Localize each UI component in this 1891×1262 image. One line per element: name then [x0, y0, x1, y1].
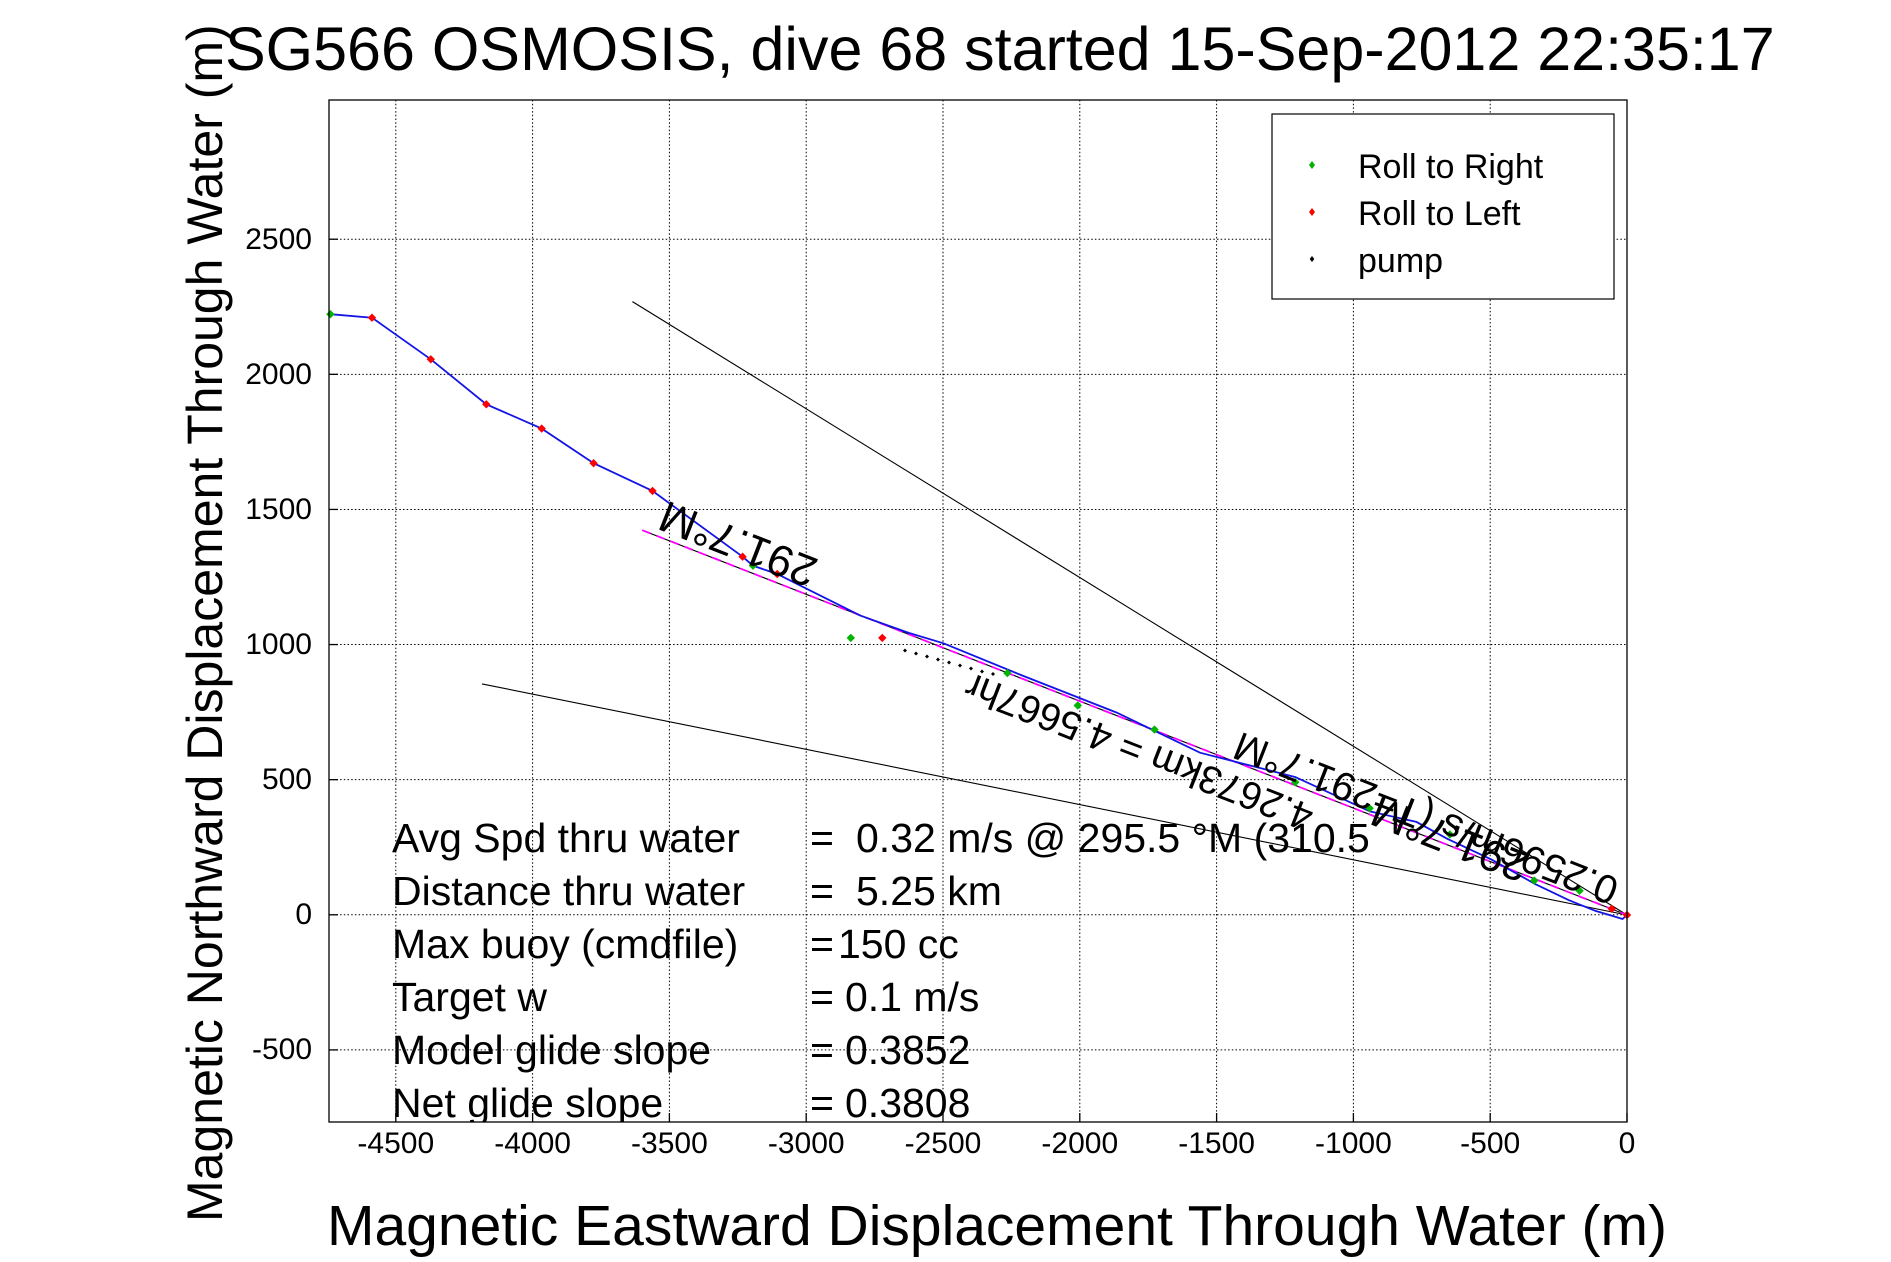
- svg-text:-500: -500: [1460, 1127, 1520, 1160]
- svg-text:Roll to Left: Roll to Left: [1358, 195, 1521, 233]
- svg-text:0.3808: 0.3808: [845, 1080, 970, 1126]
- svg-text:150 cc: 150 cc: [838, 921, 959, 967]
- svg-text:Distance thru water: Distance thru water: [392, 868, 745, 914]
- svg-text:2000: 2000: [245, 358, 312, 391]
- svg-text:SG566 OSMOSIS, dive 68 started: SG566 OSMOSIS, dive 68 started 15-Sep-20…: [225, 15, 1775, 83]
- svg-text:-2500: -2500: [905, 1127, 982, 1160]
- svg-text:=: =: [810, 1080, 834, 1126]
- svg-text:Magnetic Northward Displacemen: Magnetic Northward Displacement Through …: [177, 24, 233, 1222]
- svg-text:-3000: -3000: [768, 1127, 845, 1160]
- svg-text:Avg Spd thru water: Avg Spd thru water: [392, 815, 740, 861]
- svg-text:Magnetic Eastward Displacement: Magnetic Eastward Displacement Through W…: [327, 1194, 1667, 1258]
- svg-text:0: 0: [295, 898, 312, 931]
- svg-text:-1000: -1000: [1315, 1127, 1392, 1160]
- svg-text:5.25 km: 5.25 km: [856, 868, 1002, 914]
- svg-text:-500: -500: [252, 1033, 312, 1066]
- svg-text:0: 0: [1619, 1127, 1636, 1160]
- svg-text:-4000: -4000: [494, 1127, 571, 1160]
- svg-text:-2000: -2000: [1041, 1127, 1118, 1160]
- svg-text:Target w: Target w: [392, 974, 547, 1020]
- svg-text:=: =: [810, 815, 834, 861]
- svg-text:Model glide slope: Model glide slope: [392, 1027, 711, 1073]
- svg-text:-4500: -4500: [357, 1127, 434, 1160]
- svg-text:500: 500: [262, 763, 312, 796]
- svg-text:=: =: [810, 974, 834, 1020]
- svg-text:1500: 1500: [245, 493, 312, 526]
- svg-text:Net glide slope: Net glide slope: [392, 1080, 663, 1126]
- svg-text:2500: 2500: [245, 223, 312, 256]
- svg-text:0.3852: 0.3852: [845, 1027, 970, 1073]
- svg-text:Max buoy (cmdfile): Max buoy (cmdfile): [392, 921, 738, 967]
- svg-text:pump: pump: [1358, 242, 1443, 280]
- svg-text:Roll to Right: Roll to Right: [1358, 148, 1544, 186]
- svg-text:-3500: -3500: [631, 1127, 708, 1160]
- svg-text:-1500: -1500: [1178, 1127, 1255, 1160]
- svg-text:=: =: [810, 921, 834, 967]
- svg-text:=: =: [810, 868, 834, 914]
- svg-text:0.32 m/s @ 295.5 °M (310.5: 0.32 m/s @ 295.5 °M (310.5: [856, 815, 1370, 861]
- svg-text:0.1 m/s: 0.1 m/s: [845, 974, 979, 1020]
- svg-text:=: =: [810, 1027, 834, 1073]
- svg-text:291.7°M: 291.7°M: [653, 491, 824, 596]
- svg-text:1000: 1000: [245, 628, 312, 661]
